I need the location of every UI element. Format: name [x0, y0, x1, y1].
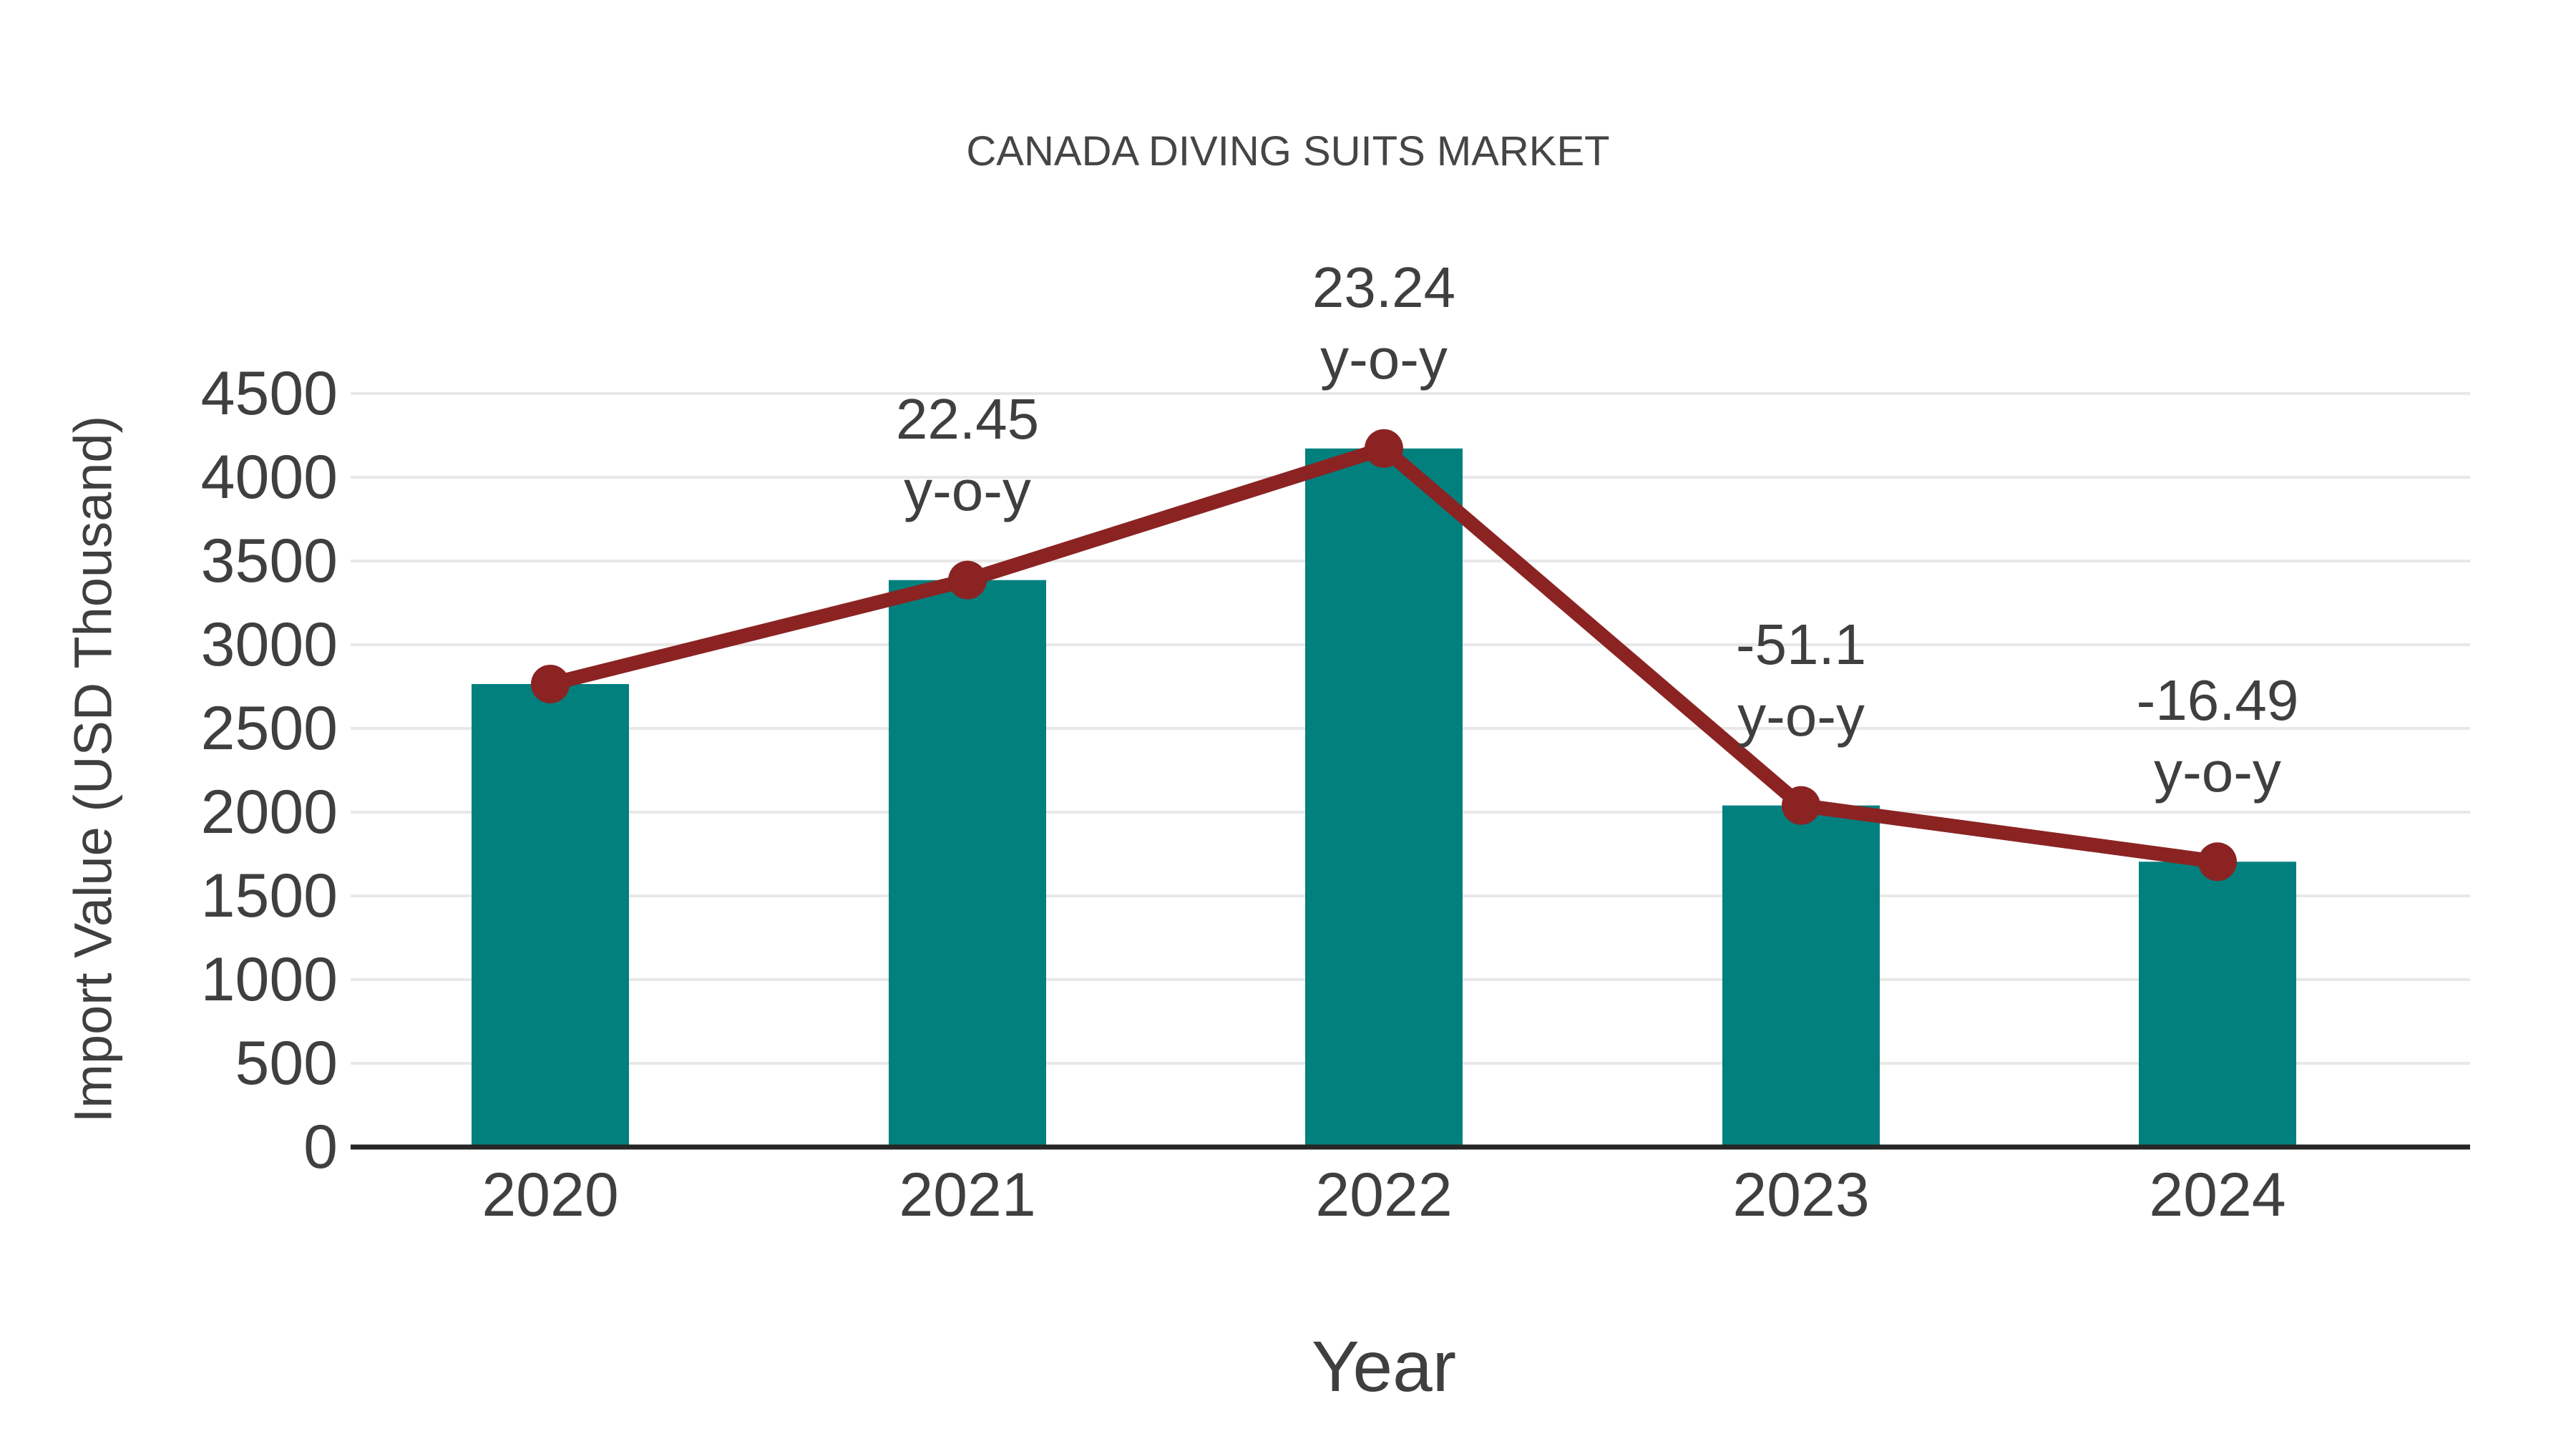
y-tick-label: 500	[235, 1029, 338, 1098]
marker-2022	[1365, 429, 1403, 468]
yoy-suffix: y-o-y	[904, 458, 1031, 522]
y-axis-title: Import Value (USD Thousand)	[63, 415, 123, 1123]
y-tick-label: 3500	[200, 527, 338, 595]
yoy-annotation-2023: -51.1 y-o-y	[1572, 609, 2030, 752]
marker-2023	[1782, 786, 1820, 825]
yoy-suffix: y-o-y	[2154, 740, 2281, 804]
yoy-value: 22.45	[895, 386, 1040, 451]
y-tick-label: 2500	[200, 694, 338, 763]
bar-2024	[2139, 862, 2296, 1147]
bar-2023	[1722, 805, 1880, 1147]
yoy-annotation-2022: 23.24 y-o-y	[1155, 252, 1613, 395]
yoy-value: 23.24	[1312, 255, 1456, 319]
yoy-annotation-2021: 22.45 y-o-y	[738, 384, 1196, 527]
marker-2024	[2198, 842, 2237, 882]
x-tick-label: 2022	[1315, 1161, 1453, 1229]
yoy-suffix: y-o-y	[1737, 683, 1865, 748]
x-axis-title: Year	[1311, 1327, 1457, 1407]
y-tick-label: 1500	[200, 862, 338, 930]
y-tick-label: 4500	[200, 359, 338, 428]
y-tick-label: 4000	[200, 443, 338, 512]
x-tick-label: 2020	[482, 1161, 619, 1229]
x-tick-label: 2021	[899, 1161, 1036, 1229]
chart-title: CANADA DIVING SUITS MARKET	[966, 128, 1610, 175]
y-tick-label: 1000	[200, 945, 338, 1014]
bar-2022	[1305, 448, 1463, 1147]
y-tick-label: 2000	[200, 778, 338, 847]
y-tick-label: 3000	[200, 610, 338, 679]
bar-2021	[889, 580, 1046, 1147]
yoy-value: -51.1	[1735, 612, 1867, 676]
x-tick-label: 2023	[1732, 1161, 1870, 1229]
yoy-suffix: y-o-y	[1320, 326, 1448, 391]
bar-2020	[472, 683, 629, 1147]
x-tick-label: 2024	[2149, 1161, 2286, 1229]
yoy-value: -16.49	[2136, 668, 2299, 733]
y-tick-label: 0	[303, 1113, 338, 1181]
marker-2021	[948, 560, 987, 600]
yoy-annotation-2024: -16.49 y-o-y	[1989, 665, 2446, 808]
marker-2020	[531, 664, 570, 703]
